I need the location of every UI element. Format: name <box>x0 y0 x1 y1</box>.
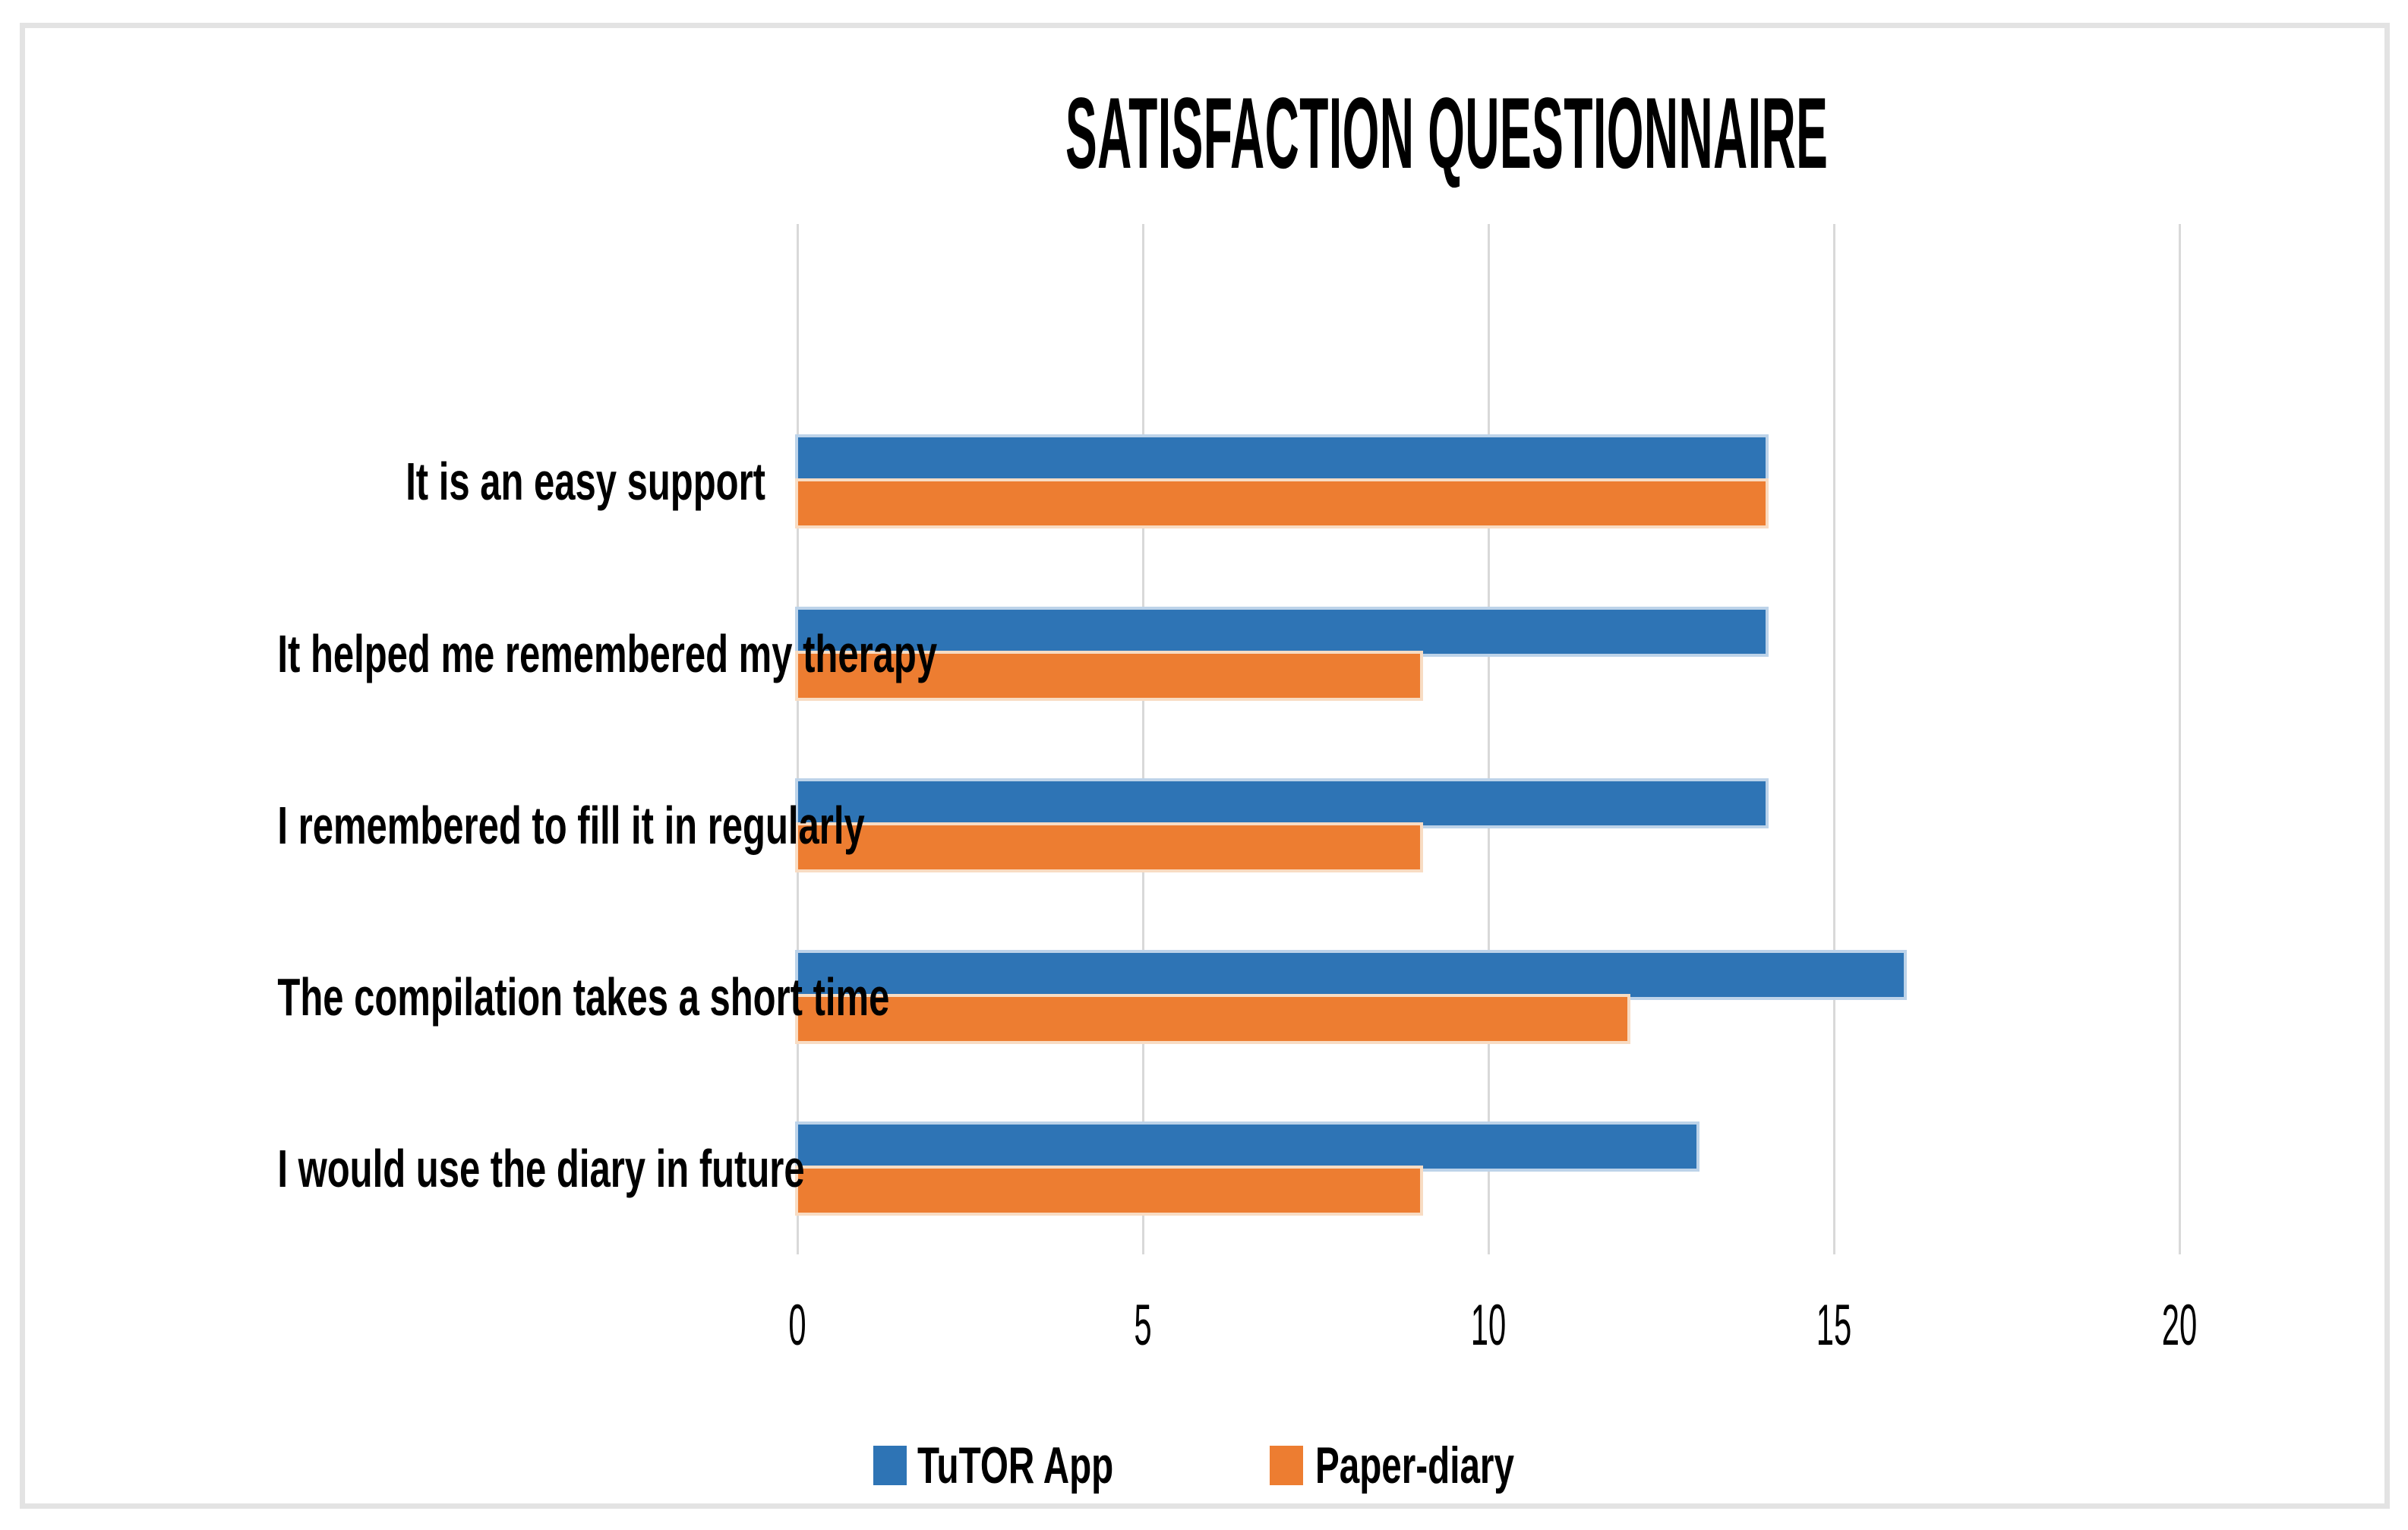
bar-tutor-app-i-would-use-the-diary-in-future <box>798 1125 1696 1169</box>
gridline-5 <box>1141 224 1144 1254</box>
category-label: I would use the diary in future <box>277 1139 805 1199</box>
bar-paper-diary-it-helped-me-remembered-my-therapy <box>798 653 1420 698</box>
gridline-20 <box>2178 224 2181 1254</box>
x-axis-tick-label-5: 5 <box>1134 1293 1152 1358</box>
legend-label-tutor-app: TuTOR App <box>917 1437 1114 1494</box>
gridline-0 <box>796 224 799 1254</box>
bar-paper-diary-it-is-an-easy-support <box>798 481 1766 526</box>
bar-tutor-app-it-is-an-easy-support <box>798 437 1766 482</box>
bar-paper-diary-i-would-use-the-diary-in-future <box>798 1169 1420 1213</box>
bar-paper-diary-i-remembered-to-fill-it-in-regularly <box>798 825 1420 869</box>
category-label: I remembered to fill it in regularly <box>277 795 865 855</box>
category-label: The compilation takes a short time <box>277 967 890 1027</box>
x-axis-tick-label-0: 0 <box>788 1293 806 1358</box>
bar-paper-diary-the-compilation-takes-a-short-time <box>798 996 1627 1041</box>
gridline-10 <box>1487 224 1490 1254</box>
x-axis-tick-label-15: 15 <box>1816 1293 1852 1358</box>
chart-border <box>20 23 2390 1509</box>
bar-tutor-app-the-compilation-takes-a-short-time <box>798 952 1904 997</box>
bar-tutor-app-it-helped-me-remembered-my-therapy <box>798 609 1766 654</box>
legend-swatch-paper-diary <box>1270 1446 1303 1485</box>
legend-swatch-tutor-app <box>873 1446 907 1485</box>
x-axis-tick-label-20: 20 <box>2161 1293 2198 1358</box>
chart-title: SATISFACTION QUESTIONNAIRE <box>1065 77 1829 190</box>
bar-tutor-app-i-remembered-to-fill-it-in-regularly <box>798 781 1766 825</box>
legend-label-paper-diary: Paper-diary <box>1315 1437 1514 1494</box>
gridline-15 <box>1832 224 1835 1254</box>
x-axis-tick-label-10: 10 <box>1470 1293 1507 1358</box>
category-label: It helped me remembered my therapy <box>277 623 938 683</box>
category-label: It is an easy support <box>406 452 765 512</box>
